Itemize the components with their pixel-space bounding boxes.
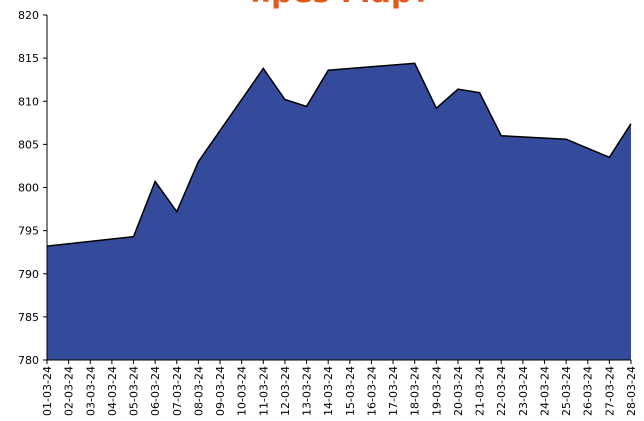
y-tick-label: 810 <box>18 95 39 108</box>
y-tick-label: 805 <box>18 138 39 151</box>
x-tick-label: 11-03-24 <box>257 366 270 416</box>
x-tick-label: 22-03-24 <box>495 366 508 416</box>
x-tick-label: 19-03-24 <box>430 366 443 416</box>
x-tick-label: 26-03-24 <box>582 366 595 416</box>
x-tick-label: 04-03-24 <box>106 366 119 416</box>
x-tick-label: 17-03-24 <box>387 366 400 416</box>
y-tick-label: 815 <box>18 52 39 65</box>
y-tick-label: 785 <box>18 311 39 324</box>
y-tick-label: 790 <box>18 268 39 281</box>
x-tick-label: 09-03-24 <box>214 366 227 416</box>
x-tick-label: 27-03-24 <box>603 366 616 416</box>
x-tick-label: 21-03-24 <box>474 366 487 416</box>
x-tick-label: 07-03-24 <box>171 366 184 416</box>
x-tick-label: 16-03-24 <box>365 366 378 416</box>
x-tick-label: 12-03-24 <box>279 366 292 416</box>
x-tick-label: 20-03-24 <box>452 366 465 416</box>
line <box>46 62 632 247</box>
chart-title: през Март <box>250 0 430 10</box>
x-tick-label: 24-03-24 <box>538 366 551 416</box>
y-tick-label: 795 <box>18 225 39 238</box>
x-tick-label: 25-03-24 <box>560 366 573 416</box>
x-tick-label: 13-03-24 <box>301 366 314 416</box>
y-tick-label: 800 <box>18 182 39 195</box>
x-tick-label: 10-03-24 <box>236 366 249 416</box>
x-tick-label: 18-03-24 <box>409 366 422 416</box>
y-tick-label: 780 <box>18 354 39 367</box>
x-tick-label: 03-03-24 <box>84 366 97 416</box>
x-tick-label: 08-03-24 <box>192 366 205 416</box>
x-tick-label: 05-03-24 <box>128 366 141 416</box>
x-tick-label: 01-03-24 <box>41 366 54 416</box>
x-tick-label: 23-03-24 <box>517 366 530 416</box>
x-tick-label: 14-03-24 <box>322 366 335 416</box>
x-tick-label: 02-03-24 <box>63 366 76 416</box>
x-tick-label: 28-03-24 <box>625 366 638 416</box>
area <box>47 63 631 361</box>
x-tick-label: 06-03-24 <box>149 366 162 416</box>
x-tick-label: 15-03-24 <box>344 366 357 416</box>
y-tick-label: 820 <box>18 9 39 22</box>
